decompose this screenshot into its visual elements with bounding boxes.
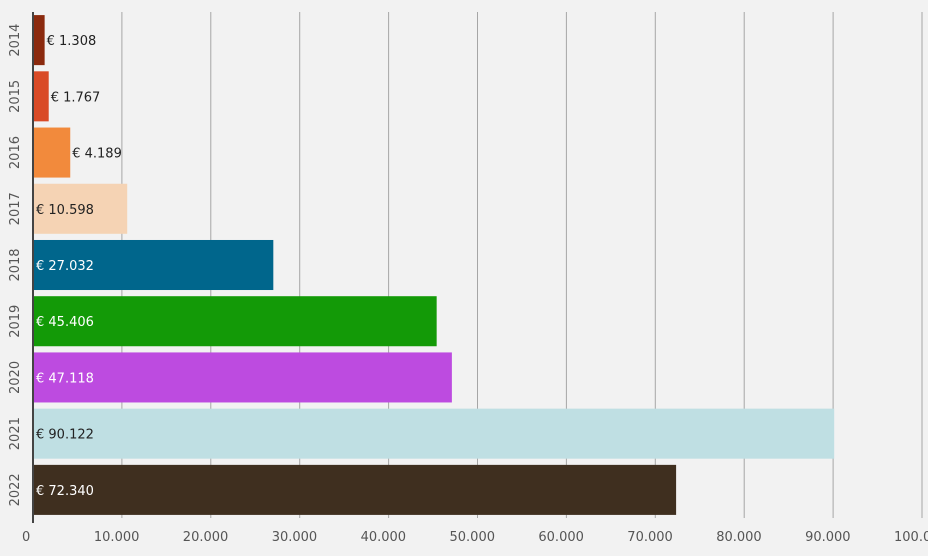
bar-2022 [34, 464, 677, 515]
y-category-label: 2019 [8, 305, 23, 338]
data-label: € 4.189 [72, 147, 122, 162]
data-label: € 1.767 [51, 90, 101, 105]
y-category-label: 2020 [8, 361, 23, 394]
data-label: € 27.032 [36, 259, 94, 274]
x-tick-label: 70.000 [627, 530, 673, 545]
data-label: € 47.118 [36, 371, 94, 386]
x-tick-label: 80.000 [716, 530, 762, 545]
bar-2015 [34, 71, 49, 122]
bar-2021 [34, 408, 835, 459]
data-label: € 90.122 [36, 428, 94, 443]
data-label: € 45.406 [36, 315, 94, 330]
data-label: € 1.308 [47, 34, 97, 49]
y-category-label: 2015 [8, 80, 23, 113]
data-label: € 10.598 [36, 203, 94, 218]
bars: € 1.308 € 1.767 € 4.189 € 10.598 € 27.032 € 4… [34, 15, 835, 515]
data-label: € 72.340 [36, 484, 94, 499]
y-axis-categories: 2014 2015 2016 2017 2018 2019 2020 2021 2022 [8, 24, 23, 507]
x-tick-label: 60.000 [538, 530, 584, 545]
y-category-label: 2021 [8, 417, 23, 450]
bar-2020 [34, 352, 452, 403]
x-tick-label: 0 [22, 530, 30, 545]
x-tick-label: 100.000 [894, 530, 928, 545]
x-tick-label: 20.000 [183, 530, 229, 545]
bar-2014 [34, 15, 45, 66]
bar-2017 [34, 183, 128, 234]
x-tick-label: 90.000 [805, 530, 851, 545]
x-tick-label: 30.000 [272, 530, 318, 545]
x-axis-ticks: 0 10.000 20.000 30.000 40.000 50.000 60.000 70.… [22, 530, 928, 545]
x-tick-label: 50.000 [450, 530, 496, 545]
y-category-label: 2016 [8, 136, 23, 169]
gridlines [121, 12, 923, 518]
bar-2019 [34, 296, 437, 347]
y-category-label: 2022 [8, 473, 23, 506]
y-category-label: 2014 [8, 24, 23, 57]
y-category-label: 2017 [8, 192, 23, 225]
bar-2018 [34, 239, 274, 291]
y-category-label: 2018 [8, 248, 23, 281]
x-tick-label: 10.000 [94, 530, 139, 545]
bar-2016 [34, 127, 71, 178]
x-tick-label: 40.000 [361, 530, 407, 545]
